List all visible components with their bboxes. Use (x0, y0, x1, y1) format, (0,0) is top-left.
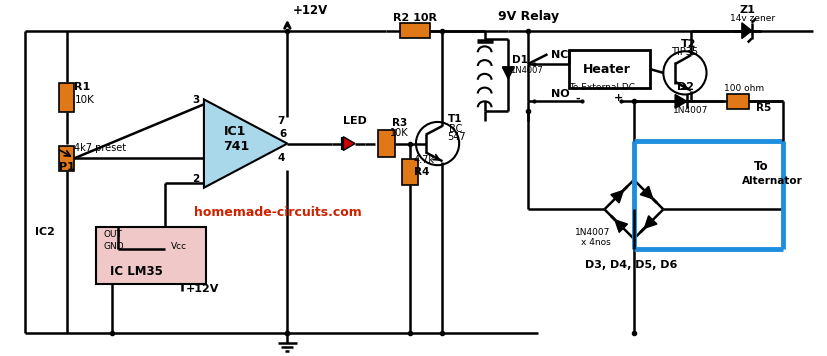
Text: 1N4007: 1N4007 (509, 66, 543, 75)
Text: 14v zener: 14v zener (729, 14, 774, 23)
Text: D2: D2 (676, 82, 693, 91)
Text: 741: 741 (223, 140, 250, 153)
Polygon shape (639, 186, 652, 199)
Text: 1N4007: 1N4007 (672, 106, 708, 115)
Text: 4: 4 (277, 153, 284, 163)
Polygon shape (614, 220, 627, 232)
Text: T2: T2 (680, 39, 696, 49)
Text: homemade-circuits.com: homemade-circuits.com (194, 206, 361, 219)
Polygon shape (610, 190, 623, 203)
Text: LED: LED (343, 116, 366, 126)
Text: TIP35: TIP35 (671, 47, 697, 57)
Text: R5: R5 (755, 103, 770, 113)
Text: 100 ohm: 100 ohm (724, 84, 763, 94)
Text: NC: NC (551, 50, 568, 60)
Bar (402, 159, 418, 185)
Text: D1: D1 (512, 55, 528, 65)
Text: 3: 3 (192, 95, 199, 105)
Text: 10K: 10K (390, 128, 409, 138)
Text: P1: P1 (59, 162, 74, 172)
Text: 10K: 10K (74, 95, 94, 105)
Text: To: To (753, 160, 767, 173)
Text: BC: BC (449, 124, 462, 134)
Text: +12V: +12V (292, 4, 327, 17)
Text: D3, D4, D5, D6: D3, D4, D5, D6 (584, 260, 676, 270)
Bar (726, 94, 748, 109)
Text: Vcc: Vcc (170, 242, 186, 251)
Text: 9V Relay: 9V Relay (498, 10, 559, 23)
Text: 7: 7 (277, 116, 284, 126)
Text: IC2: IC2 (35, 227, 55, 237)
Bar (568, 50, 649, 88)
Text: +12V: +12V (186, 284, 219, 294)
Text: +: + (614, 93, 623, 103)
Bar (59, 146, 74, 171)
Text: 4k7 preset: 4k7 preset (74, 143, 127, 153)
Bar (399, 23, 429, 38)
Text: NO: NO (551, 89, 569, 99)
Text: IC LM35: IC LM35 (109, 265, 162, 278)
Text: Alternator: Alternator (741, 176, 801, 186)
Text: R3: R3 (392, 118, 407, 128)
Text: 6: 6 (280, 129, 286, 138)
Bar (96, 227, 206, 284)
Polygon shape (343, 137, 355, 151)
Text: Z1: Z1 (739, 5, 755, 15)
Text: -: - (574, 93, 579, 103)
Text: To External DC: To External DC (568, 83, 634, 91)
Polygon shape (674, 94, 686, 108)
Polygon shape (741, 23, 751, 38)
Text: x 4nos: x 4nos (581, 238, 609, 247)
Bar (59, 83, 74, 112)
Text: 2: 2 (192, 174, 199, 184)
Polygon shape (502, 67, 514, 79)
Text: OUT: OUT (103, 230, 122, 239)
Text: GND: GND (103, 242, 124, 251)
Text: R2 10R: R2 10R (393, 13, 437, 23)
Text: 1N4007: 1N4007 (574, 228, 609, 237)
Text: 4.7k: 4.7k (414, 155, 434, 165)
Text: R1: R1 (74, 82, 90, 91)
Polygon shape (643, 216, 656, 228)
Bar (377, 130, 394, 157)
Text: R4: R4 (414, 167, 429, 177)
Text: T1: T1 (447, 114, 461, 124)
Text: IC1: IC1 (223, 125, 246, 138)
Polygon shape (203, 99, 287, 188)
Text: 547: 547 (447, 132, 466, 142)
Text: Heater: Heater (582, 63, 630, 76)
